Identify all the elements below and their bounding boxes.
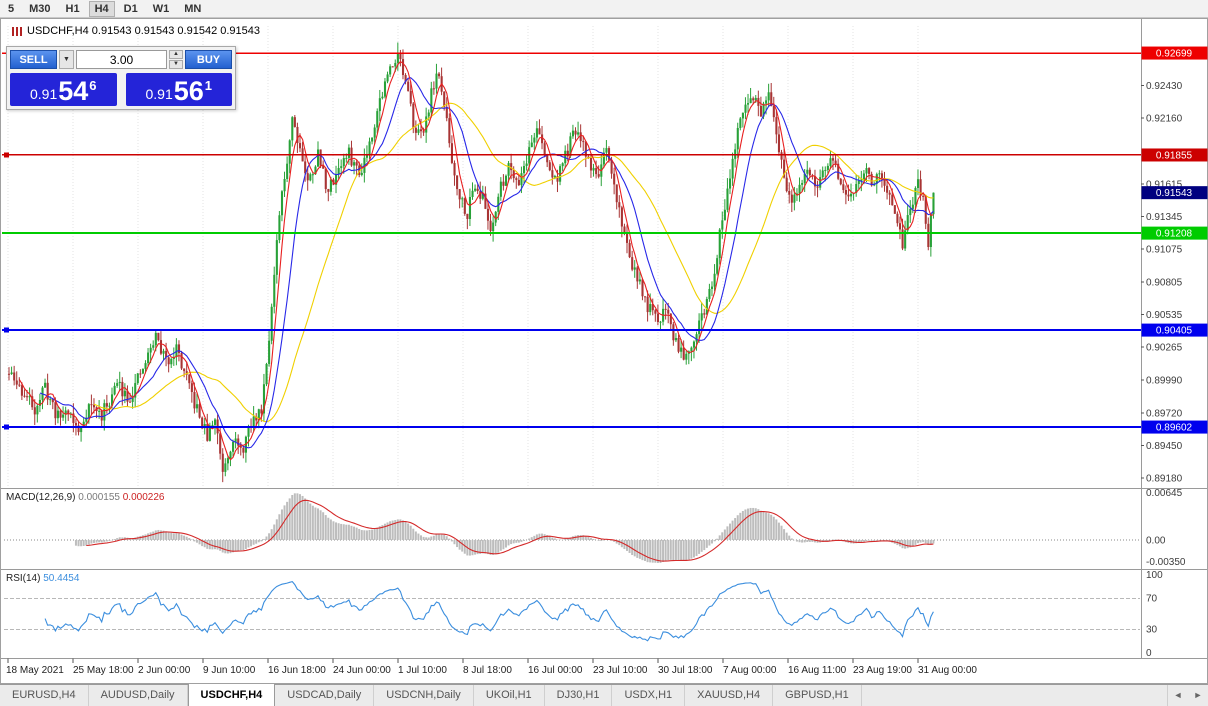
svg-text:9 Jun 10:00: 9 Jun 10:00: [203, 665, 256, 676]
svg-text:16 Jun 18:00: 16 Jun 18:00: [268, 665, 326, 676]
chart-tabs-bar: EURUSD,H4 AUDUSD,Daily USDCHF,H4 USDCAD,Dai…: [0, 684, 1208, 706]
svg-text:0.90405: 0.90405: [1156, 326, 1193, 337]
chevron-down-icon: ▼: [63, 56, 70, 63]
svg-text:0.91075: 0.91075: [1146, 245, 1183, 256]
tabs-scroll-left-button[interactable]: ◄: [1173, 690, 1183, 700]
bid-price-big-digits: 54: [58, 76, 89, 106]
svg-text:0.92430: 0.92430: [1146, 81, 1183, 92]
svg-text:70: 70: [1146, 593, 1158, 604]
ma-fast-line: [18, 60, 934, 461]
rsi-line: [44, 580, 934, 642]
svg-text:16 Aug 11:00: 16 Aug 11:00: [788, 665, 847, 676]
rsi-pane: RSI(14) 50.4454 100 70 30 0: [4, 570, 1163, 659]
svg-text:0.89990: 0.89990: [1146, 376, 1183, 387]
svg-text:7 Aug 00:00: 7 Aug 00:00: [723, 665, 777, 676]
svg-text:0.90535: 0.90535: [1146, 310, 1183, 321]
hline-price-label: 0.89602: [1141, 420, 1208, 434]
hline-price-label: 0.92699: [1141, 46, 1208, 60]
price-axis[interactable]: 0.92430 0.92160 0.91615 0.91345 0.91075 0.908…: [1141, 46, 1208, 485]
svg-text:100: 100: [1146, 570, 1163, 581]
period-button-h4[interactable]: H4: [88, 0, 115, 17]
svg-text:30 Jul 18:00: 30 Jul 18:00: [658, 665, 713, 676]
tab-dj30-h1[interactable]: DJ30,H1: [545, 685, 613, 706]
hline-price-label: 0.90405: [1141, 323, 1208, 337]
current-price-label: 0.91543: [1141, 186, 1208, 200]
ask-price-prefix: 0.91: [145, 86, 173, 102]
svg-text:0.92699: 0.92699: [1156, 49, 1193, 60]
volume-increase-button[interactable]: ▲: [169, 50, 183, 59]
tabs-scroll-right-button[interactable]: ►: [1193, 690, 1203, 700]
period-button-5[interactable]: 5: [8, 2, 15, 15]
svg-text:0.90265: 0.90265: [1146, 342, 1183, 353]
svg-text:24 Jun 00:00: 24 Jun 00:00: [333, 665, 391, 676]
period-button-h1[interactable]: H1: [65, 2, 80, 15]
tab-xauusd-h4[interactable]: XAUUSD,H4: [685, 685, 774, 706]
tab-ukoil-h1[interactable]: UKOil,H1: [474, 685, 545, 706]
svg-text:16 Jul 00:00: 16 Jul 00:00: [528, 665, 583, 676]
hline-price-label: 0.91855: [1141, 148, 1208, 162]
period-button-mn[interactable]: MN: [184, 2, 202, 15]
svg-text:0.91615: 0.91615: [1146, 179, 1183, 190]
svg-text:0.91543: 0.91543: [1156, 188, 1193, 199]
svg-text:0.90805: 0.90805: [1146, 277, 1183, 288]
svg-text:0: 0: [1146, 648, 1152, 659]
tab-gbpusd-h1[interactable]: GBPUSD,H1: [773, 685, 862, 706]
tab-audusd-daily[interactable]: AUDUSD,Daily: [89, 685, 188, 706]
period-button-m30[interactable]: M30: [29, 2, 51, 15]
bid-price-button[interactable]: 0.91 54 6: [10, 73, 117, 106]
timeframe-toolbar: 5 M30 H1 H4 D1 W1 MN: [0, 0, 1208, 18]
sell-button[interactable]: SELL: [10, 50, 57, 69]
time-axis[interactable]: 18 May 2021 25 May 18:00 2 Jun 00:00 9 Jun …: [6, 658, 977, 677]
ma-slow-line: [93, 102, 934, 423]
svg-text:0.91345: 0.91345: [1146, 212, 1183, 223]
bid-price-prefix: 0.91: [29, 86, 58, 102]
ask-price-pipette: 1: [204, 78, 213, 93]
svg-text:25 May 18:00: 25 May 18:00: [73, 665, 134, 676]
svg-text:0.00: 0.00: [1146, 535, 1166, 546]
svg-text:31 Aug 00:00: 31 Aug 00:00: [918, 665, 977, 676]
buy-button[interactable]: BUY: [185, 50, 232, 69]
svg-text:0.89602: 0.89602: [1156, 423, 1193, 434]
svg-text:2 Jun 00:00: 2 Jun 00:00: [138, 665, 191, 676]
svg-text:0.89180: 0.89180: [1146, 474, 1183, 485]
svg-text:0.89450: 0.89450: [1146, 441, 1183, 452]
svg-text:0.91855: 0.91855: [1156, 150, 1193, 161]
horizontal-level-lines: [2, 52, 1141, 430]
chart-window: 0.92430 0.92160 0.91615 0.91345 0.91075 0.908…: [0, 18, 1208, 684]
macd-label: MACD(12,26,9) 0.000155 0.000226: [6, 492, 165, 503]
tab-usdcnh-daily[interactable]: USDCNH,Daily: [374, 685, 474, 706]
svg-text:18 May 2021: 18 May 2021: [6, 665, 64, 676]
volume-stepper: ▲ ▼: [169, 50, 183, 69]
hline-price-label: 0.91208: [1141, 226, 1208, 240]
ask-price-button[interactable]: 0.91 56 1: [125, 73, 232, 106]
svg-text:8 Jul 18:00: 8 Jul 18:00: [463, 665, 512, 676]
svg-text:-0.00350: -0.00350: [1146, 557, 1186, 568]
price-chart-canvas[interactable]: 0.92430 0.92160 0.91615 0.91345 0.91075 0.908…: [0, 18, 1208, 684]
order-type-dropdown[interactable]: ▼: [59, 50, 74, 69]
svg-text:0.89720: 0.89720: [1146, 408, 1183, 419]
rsi-label: RSI(14) 50.4454: [6, 573, 80, 584]
svg-text:30: 30: [1146, 625, 1158, 636]
svg-text:0.00645: 0.00645: [1146, 488, 1183, 499]
volume-input[interactable]: [76, 50, 167, 69]
ask-price-big-digits: 56: [173, 76, 204, 106]
period-button-w1[interactable]: W1: [152, 2, 170, 15]
svg-text:0.91208: 0.91208: [1156, 229, 1193, 240]
tab-usdx-h1[interactable]: USDX,H1: [612, 685, 686, 706]
period-button-d1[interactable]: D1: [123, 2, 138, 15]
tab-usdchf-h4[interactable]: USDCHF,H4: [187, 684, 276, 706]
macd-pane: MACD(12,26,9) 0.000155 0.000226 0.00645 0.…: [4, 488, 1186, 568]
svg-text:23 Jul 10:00: 23 Jul 10:00: [593, 665, 648, 676]
tabs-scroll-controls: ◄ ►: [1167, 685, 1208, 706]
svg-text:23 Aug 19:00: 23 Aug 19:00: [853, 665, 912, 676]
macd-signal-line: [86, 499, 934, 562]
volume-decrease-button[interactable]: ▼: [169, 60, 183, 69]
tab-eurusd-h4[interactable]: EURUSD,H4: [0, 685, 89, 706]
tab-usdcad-daily[interactable]: USDCAD,Daily: [275, 685, 375, 706]
svg-text:0.92160: 0.92160: [1146, 114, 1183, 125]
svg-text:1 Jul 10:00: 1 Jul 10:00: [398, 665, 447, 676]
bid-price-pipette: 6: [89, 78, 97, 93]
